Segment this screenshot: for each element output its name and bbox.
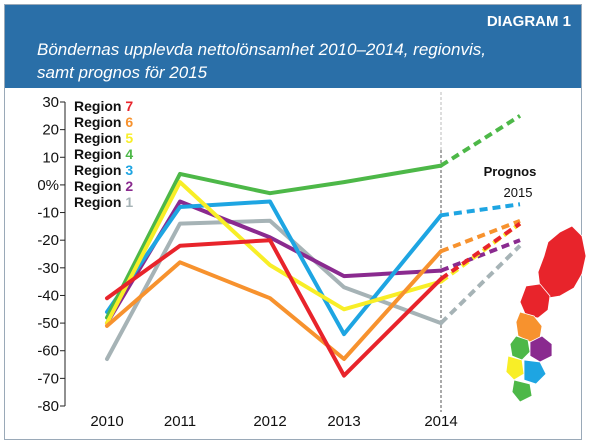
y-tick-label: -70 (37, 370, 59, 387)
forecast-line (439, 244, 522, 325)
legend-entry: Region 5 (74, 130, 133, 146)
y-tick-label: -80 (37, 398, 59, 415)
legend-entry-number: 1 (125, 194, 133, 210)
sweden-map-region (523, 359, 547, 385)
legend-entry-number: 6 (125, 114, 133, 130)
y-tick-label: -20 (37, 232, 59, 249)
chart-title-line-2: samt prognos för 2015 (37, 63, 208, 82)
forecast-line (440, 218, 521, 254)
forecast-line (439, 114, 522, 168)
y-tick-label: 0% (37, 177, 59, 194)
x-tick-label: 2013 (327, 413, 360, 430)
x-tick-label: 2014 (424, 413, 457, 430)
sweden-map-region (511, 379, 533, 403)
chart-title: Böndernas upplevda nettolönsamhet 2010–2… (37, 38, 577, 84)
legend-entry-number: 3 (125, 162, 133, 178)
legend-entry: Region 2 (74, 178, 133, 194)
y-tick-label: -50 (37, 315, 59, 332)
legend-entry: Region 6 (74, 114, 133, 130)
legend-entry-number: 2 (125, 178, 133, 194)
x-tick-label: 2010 (90, 413, 123, 430)
x-tick-label: 2011 (164, 413, 196, 430)
legend-entry-number: 5 (125, 130, 133, 146)
sweden-map-region (519, 283, 551, 319)
series-line (105, 163, 443, 320)
series-line (105, 238, 443, 378)
chart-title-line-1: Böndernas upplevda nettolönsamhet 2010–2… (37, 40, 486, 59)
y-tick-label: -40 (37, 287, 59, 304)
diagram-label: DIAGRAM 1 (486, 13, 571, 30)
y-tick-label: -30 (37, 260, 59, 277)
forecast-line (440, 238, 521, 273)
y-tick-label: 10 (42, 149, 59, 166)
y-tick-label: -60 (37, 343, 59, 360)
sweden-map-region (509, 335, 531, 361)
figure-frame: DIAGRAM 1 Böndernas upplevda nettolönsam… (4, 4, 582, 440)
legend-entry: Region 7 (74, 98, 133, 114)
forecast-line (440, 202, 521, 218)
legend-entry: Region 1 (74, 194, 133, 210)
legend-entry: Region 4 (74, 146, 133, 162)
series-line (105, 180, 443, 326)
y-tick-label: 20 (42, 122, 59, 139)
forecast-annotation-line-2: 2015 (504, 185, 533, 200)
legend-entry: Region 3 (74, 162, 133, 178)
y-tick-label: 30 (42, 94, 59, 111)
legend-entry-number: 4 (125, 146, 133, 162)
legend-entry-number: 7 (125, 98, 133, 114)
figure-header: DIAGRAM 1 Böndernas upplevda nettolönsam… (5, 5, 581, 88)
sweden-map-region (505, 355, 525, 381)
x-tick-label: 2012 (253, 413, 286, 430)
forecast-annotation-line-1: Prognos (484, 164, 537, 179)
series-line (105, 199, 443, 337)
sweden-map-region (537, 225, 587, 299)
sweden-map-region (529, 335, 553, 363)
y-tick-label: -10 (37, 205, 59, 222)
series-line (105, 249, 443, 361)
forecast-line (439, 221, 522, 281)
